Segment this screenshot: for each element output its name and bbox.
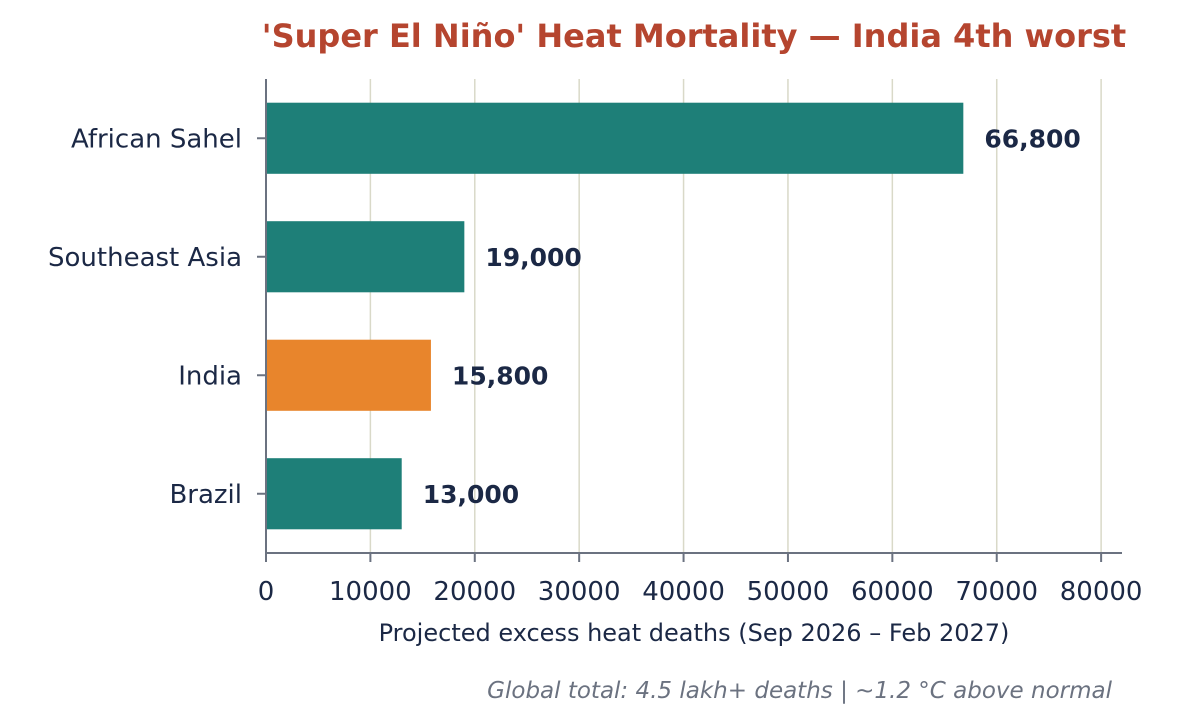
x-tick-label-5: 50000 bbox=[747, 577, 830, 607]
footnote: Global total: 4.5 lakh+ deaths | ~1.2 °C… bbox=[487, 678, 1112, 704]
x-axis-label: Projected excess heat deaths (Sep 2026 –… bbox=[379, 619, 1010, 647]
x-tick-label-0: 0 bbox=[258, 577, 275, 607]
bar-african-sahel bbox=[266, 102, 964, 174]
category-label-brazil: Brazil bbox=[169, 480, 242, 510]
category-label-india: India bbox=[178, 361, 242, 391]
x-tick-label-1: 10000 bbox=[329, 577, 412, 607]
data-labels: 66,800 19,000 15,800 13,000 bbox=[423, 124, 1081, 509]
axes: African Sahel Southeast Asia India Brazil 0 1… bbox=[48, 79, 1142, 607]
x-tick-label-2: 20000 bbox=[433, 577, 516, 607]
x-tick-label-8: 80000 bbox=[1060, 577, 1143, 607]
bars bbox=[266, 102, 964, 530]
value-label-african-sahel: 66,800 bbox=[984, 124, 1080, 153]
x-tick-label-3: 30000 bbox=[538, 577, 621, 607]
bar-brazil bbox=[266, 458, 402, 530]
x-tick-label-4: 40000 bbox=[642, 577, 725, 607]
category-label-southeast-asia: Southeast Asia bbox=[48, 243, 242, 273]
x-tick-label-6: 60000 bbox=[851, 577, 934, 607]
value-label-india: 15,800 bbox=[452, 361, 548, 390]
bar-southeast-asia bbox=[266, 221, 465, 293]
value-label-brazil: 13,000 bbox=[423, 480, 519, 509]
category-label-african-sahel: African Sahel bbox=[71, 124, 242, 154]
x-tick-label-7: 70000 bbox=[955, 577, 1038, 607]
chart-title: 'Super El Niño' Heat Mortality — India 4… bbox=[262, 17, 1126, 55]
value-label-southeast-asia: 19,000 bbox=[485, 243, 581, 272]
bar-india bbox=[266, 339, 431, 411]
